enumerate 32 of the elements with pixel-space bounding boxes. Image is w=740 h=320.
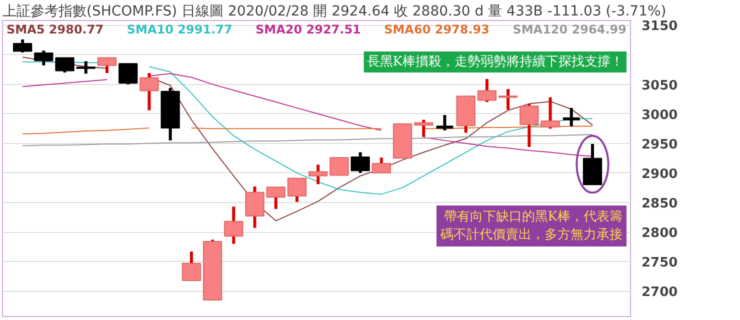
y-tick-label: 3050	[642, 78, 678, 94]
line-series	[22, 134, 594, 146]
y-tick-label: 2950	[642, 137, 678, 152]
candlestick	[224, 206, 244, 244]
y-tick-label: 2700	[642, 285, 678, 300]
candlestick	[582, 144, 602, 186]
annotation: 長黑K棒摜殺，走勢弱勢將持續下探找支撐！	[366, 54, 624, 70]
candlestick	[456, 96, 476, 133]
text: SMA5 2980.77	[6, 22, 104, 36]
candlestick	[392, 123, 412, 159]
candlestick	[182, 252, 202, 281]
candlestick	[308, 164, 328, 184]
text: SMA60 2978.93	[384, 22, 490, 36]
y-tick-label: 3000	[642, 108, 678, 123]
y-tick-label: 2850	[642, 196, 678, 212]
candlestick	[266, 186, 286, 209]
text: SMA120 2964.99	[512, 22, 626, 36]
annotation: 帶有向下缺口的黑K棒，代表籌碼不計代價賣出，多方無力承接	[440, 210, 623, 242]
y-tick-label: 2800	[642, 226, 678, 242]
y-tick-label: 2900	[642, 166, 678, 182]
text: SMA10 2991.77	[126, 22, 232, 36]
text: SMA20 2927.51	[256, 22, 361, 36]
y-tick-label: 3150	[642, 19, 678, 34]
candlestick	[498, 89, 518, 110]
candlestick	[140, 73, 159, 110]
y-tick-label: 2750	[642, 256, 678, 271]
chart-title: 上証參考指數(SHCOMP.FS) 日線圖 2020/02/28 開 2924.64 收 2880.30 d 量 433B -111.03 (-3.71%)	[2, 4, 666, 20]
candlestick	[287, 178, 307, 202]
candlestick	[372, 158, 391, 174]
candlestick	[97, 57, 117, 74]
candlestick	[330, 157, 349, 176]
candlestick	[245, 186, 264, 228]
